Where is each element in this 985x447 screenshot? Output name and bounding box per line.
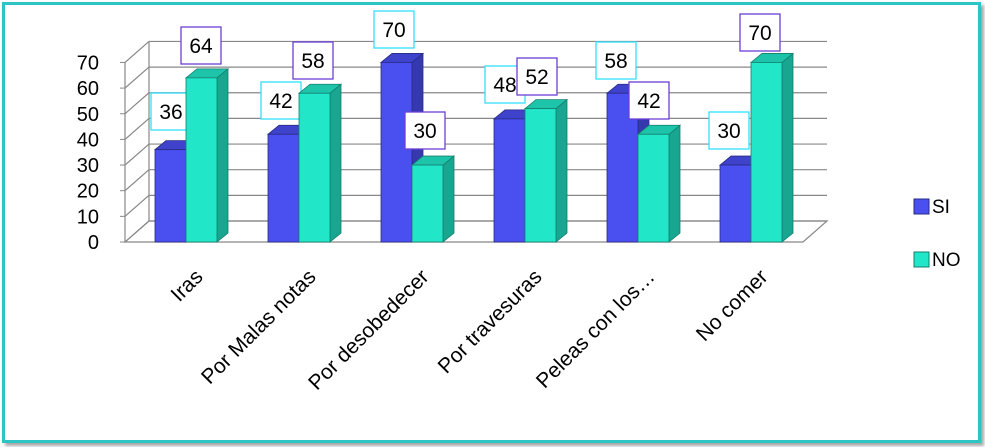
bar-si <box>493 118 526 243</box>
data-label: 58 <box>301 50 324 73</box>
bar-side-no <box>555 98 568 243</box>
side-gridline <box>124 143 150 166</box>
data-label-box <box>708 111 750 150</box>
data-label: 52 <box>525 66 548 89</box>
data-label: 30 <box>717 120 740 143</box>
bar-no <box>411 164 444 243</box>
legend-swatch <box>913 198 930 215</box>
side-gridline <box>124 117 150 140</box>
x-category-label: Por desobedecer <box>304 265 433 394</box>
data-label: 42 <box>269 90 292 113</box>
y-tick-label: 30 <box>77 155 99 177</box>
bar-si <box>154 149 187 243</box>
side-gridline <box>124 40 150 63</box>
data-label-box <box>595 41 637 80</box>
bar-si <box>719 164 752 243</box>
bar-side-no <box>442 155 455 243</box>
side-gridline <box>124 194 150 217</box>
data-label-box <box>516 57 558 96</box>
y-tick-label: 20 <box>77 181 99 203</box>
x-category-label: Iras <box>167 265 208 306</box>
data-label-box <box>404 111 446 150</box>
legend-label: NO <box>932 250 961 271</box>
data-label-box <box>180 26 222 65</box>
data-label-box <box>292 41 334 80</box>
data-label: 30 <box>413 120 436 143</box>
y-tick-label: 40 <box>77 129 99 151</box>
bar-side-no <box>668 124 681 243</box>
data-label-box <box>628 81 670 120</box>
data-label: 48 <box>493 74 516 97</box>
x-category-label: No comer <box>692 265 773 346</box>
data-label: 70 <box>748 22 771 45</box>
y-tick-label: 10 <box>77 206 99 228</box>
data-label-box <box>260 81 302 120</box>
bar-side-no <box>216 67 229 243</box>
chart-floor <box>123 220 829 243</box>
data-label-box <box>373 10 415 49</box>
y-tick-label: 50 <box>77 104 99 126</box>
side-gridline <box>124 66 150 89</box>
bar-no <box>637 133 670 243</box>
legend-label: SI <box>932 197 950 218</box>
y-tick-label: 60 <box>77 78 99 100</box>
x-category-label: Peleas con los… <box>532 265 660 393</box>
data-label: 64 <box>189 35 213 58</box>
data-label: 36 <box>159 101 182 124</box>
side-gridline <box>124 92 150 115</box>
data-label: 42 <box>637 90 660 113</box>
bar-no <box>298 92 331 243</box>
data-label: 70 <box>382 19 405 42</box>
bar-side-no <box>329 83 342 243</box>
data-label-box <box>739 13 781 52</box>
y-tick-label: 70 <box>77 52 99 74</box>
bar-no <box>524 108 557 243</box>
side-gridline <box>124 169 150 192</box>
data-label-box <box>150 92 192 131</box>
bar-side-no <box>781 52 794 243</box>
bar-no <box>750 62 783 243</box>
x-category-label: Por travesuras <box>434 265 547 378</box>
x-category-label: Por Malas notas <box>197 265 321 389</box>
bar-si <box>267 133 300 243</box>
y-tick-label: 0 <box>88 232 99 254</box>
bar-si <box>380 62 413 243</box>
legend-swatch <box>913 251 930 268</box>
data-label: 58 <box>604 50 627 73</box>
bar-no <box>185 77 218 243</box>
